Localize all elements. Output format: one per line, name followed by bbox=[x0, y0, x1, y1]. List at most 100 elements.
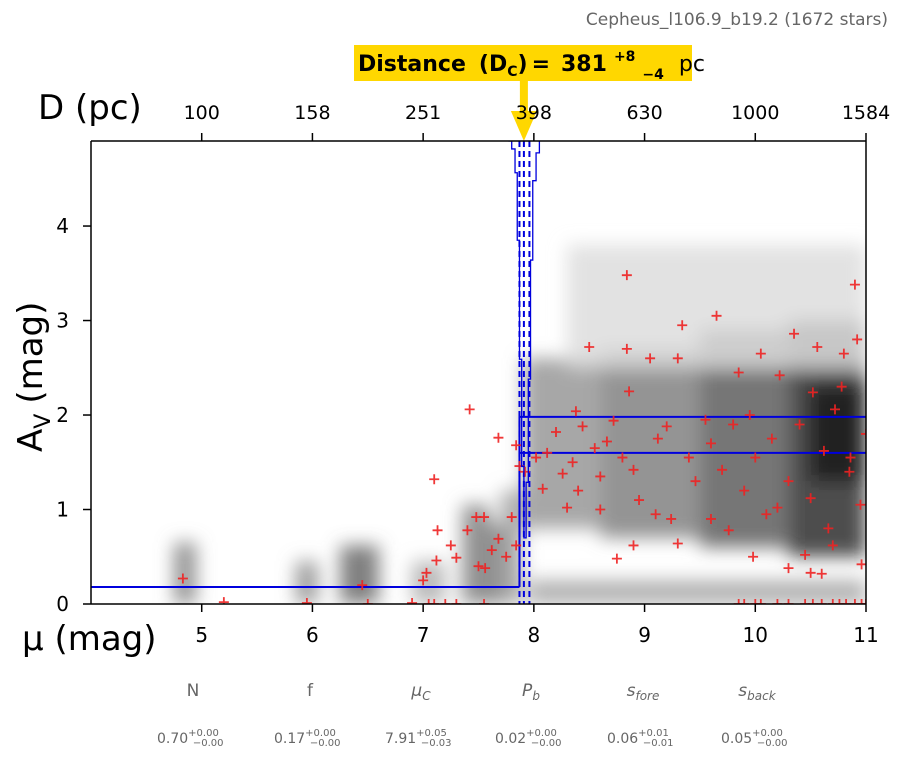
star-point bbox=[628, 540, 639, 551]
star-point bbox=[805, 567, 816, 578]
density-blob bbox=[528, 580, 866, 604]
star-point bbox=[748, 551, 759, 562]
top-tick-label: 1000 bbox=[731, 102, 779, 124]
star-point bbox=[852, 334, 863, 345]
distance-highlight-box bbox=[354, 45, 692, 81]
density-blob bbox=[340, 545, 379, 604]
star-point bbox=[440, 599, 451, 604]
star-point bbox=[357, 580, 368, 591]
distance-symbol-sub: C bbox=[507, 64, 517, 80]
stars-layer bbox=[177, 270, 866, 604]
param-name-3: Pb bbox=[522, 681, 540, 703]
y-axis-title: AV (mag) bbox=[11, 302, 56, 452]
star-point bbox=[856, 599, 866, 604]
star-point bbox=[856, 559, 866, 570]
top-tick-label: 251 bbox=[405, 102, 441, 124]
star-point bbox=[573, 485, 584, 496]
star-point bbox=[506, 512, 517, 523]
star-point bbox=[177, 573, 188, 584]
density-blob bbox=[810, 386, 866, 482]
density-blur-group bbox=[174, 244, 866, 604]
param-symbol-sub: fore bbox=[635, 689, 659, 703]
star-point bbox=[772, 502, 783, 513]
star-point bbox=[750, 599, 761, 604]
star-point bbox=[418, 575, 429, 586]
star-point bbox=[429, 599, 440, 604]
star-point bbox=[812, 341, 823, 352]
star-point bbox=[479, 512, 490, 523]
star-point bbox=[739, 599, 750, 604]
star-point bbox=[690, 476, 701, 487]
chart-title: Cepheus_l106.9_b19.2 (1672 stars) bbox=[586, 10, 888, 30]
star-point bbox=[511, 540, 522, 551]
param-value-plus: +0.05 bbox=[416, 728, 447, 739]
x-tick-label: 6 bbox=[306, 623, 319, 647]
param-value-plus: +0.01 bbox=[638, 728, 669, 739]
param-name-2: μC bbox=[410, 681, 431, 703]
star-point bbox=[800, 599, 811, 604]
param-value-main: 0.05 bbox=[721, 731, 752, 747]
param-symbol-sub: b bbox=[532, 689, 540, 703]
star-point bbox=[634, 495, 645, 506]
star-point bbox=[462, 525, 473, 536]
star-point bbox=[838, 348, 849, 359]
star-point bbox=[755, 348, 766, 359]
star-point bbox=[750, 452, 761, 463]
star-point bbox=[706, 438, 716, 449]
top-tick-label: 398 bbox=[516, 102, 552, 124]
star-point bbox=[861, 428, 866, 439]
param-symbol-sub: C bbox=[422, 689, 431, 703]
param-name-5: sback bbox=[738, 681, 776, 703]
top-tick-label: 1584 bbox=[842, 102, 890, 124]
star-point bbox=[744, 410, 755, 421]
star-point bbox=[672, 538, 683, 549]
star-point bbox=[783, 563, 794, 574]
param-value-minus: −0.01 bbox=[643, 738, 674, 749]
param-value-3: 0.02+0.00 −0.00 bbox=[495, 728, 561, 749]
star-point bbox=[531, 452, 542, 463]
star-point bbox=[827, 540, 838, 551]
density-layer bbox=[174, 244, 866, 604]
star-point bbox=[493, 432, 504, 443]
top-tick-label: 630 bbox=[626, 102, 662, 124]
star-point bbox=[537, 483, 548, 494]
star-point bbox=[807, 387, 818, 398]
star-point bbox=[479, 599, 490, 604]
param-value-4: 0.06+0.01 −0.01 bbox=[607, 728, 673, 749]
distance-label: Distance (DC) = 381 +8 −4 pc bbox=[358, 42, 705, 85]
star-point bbox=[551, 427, 561, 438]
star-point bbox=[677, 320, 688, 331]
star-point bbox=[783, 599, 794, 604]
posterior-histogram bbox=[508, 141, 541, 539]
param-symbol: μ bbox=[410, 681, 422, 701]
star-point bbox=[624, 386, 635, 397]
star-point bbox=[617, 452, 628, 463]
star-point bbox=[700, 414, 711, 425]
star-point bbox=[800, 549, 811, 560]
star-point bbox=[362, 599, 373, 604]
x-tick-label: 8 bbox=[527, 623, 540, 647]
top-tick-label: 158 bbox=[294, 102, 330, 124]
star-point bbox=[567, 457, 578, 468]
star-point bbox=[755, 599, 766, 604]
x-axis-title: μ (mag) bbox=[22, 619, 157, 659]
star-point bbox=[844, 466, 855, 477]
top-axis-ticks: 100 158 251 398 630 1000 1584 bbox=[184, 102, 890, 141]
star-point bbox=[451, 599, 462, 604]
param-value-5: 0.05+0.00 −0.00 bbox=[721, 728, 787, 749]
star-point bbox=[661, 421, 672, 432]
star-point bbox=[445, 540, 456, 551]
star-point bbox=[595, 471, 606, 482]
star-point bbox=[621, 343, 632, 354]
distance-arrow-head bbox=[510, 111, 537, 141]
star-point bbox=[830, 404, 840, 415]
star-point bbox=[621, 270, 632, 281]
param-value-plus: +0.00 bbox=[188, 728, 219, 739]
star-point bbox=[849, 279, 860, 290]
distance-value: 381 bbox=[561, 52, 607, 77]
posterior-layer bbox=[508, 141, 541, 539]
param-value-2: 7.91+0.05 −0.03 bbox=[385, 728, 451, 749]
density-blob bbox=[500, 490, 523, 604]
